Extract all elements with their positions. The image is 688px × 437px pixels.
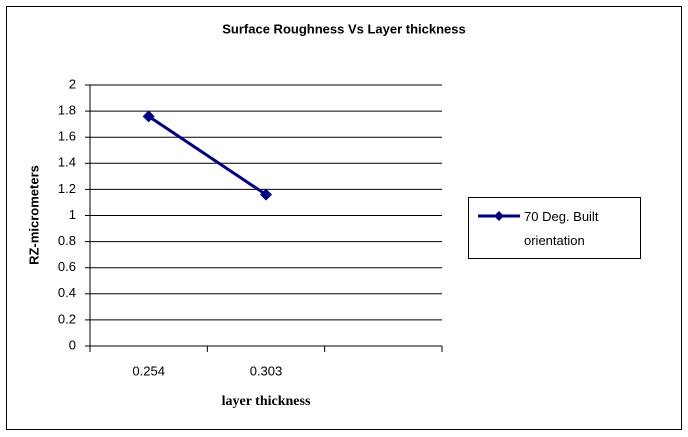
point — [142, 110, 155, 123]
y-tick-label: 1.8 — [58, 103, 76, 118]
legend-label: 70 Deg. Built orientation — [524, 209, 599, 248]
x-tick-label: 0.303 — [250, 363, 283, 378]
series-line — [147, 115, 267, 196]
point — [260, 188, 272, 201]
y-tick-label: 1.4 — [58, 155, 76, 170]
y-axis-title: RZ-micrometers — [26, 165, 41, 265]
chart-title: Surface Roughness Vs Layer thickness — [222, 21, 465, 36]
y-tick-label: 0.8 — [58, 233, 76, 248]
y-tick-label: 0.2 — [58, 311, 76, 326]
x-tick-label: 0.254 — [132, 363, 165, 378]
y-tick-label: 0 — [69, 337, 76, 352]
y-tick-label: 1.2 — [58, 181, 76, 196]
x-axis-title: layer thickness — [222, 394, 311, 409]
y-tick-label: 0.6 — [58, 259, 76, 274]
legend-box — [468, 197, 641, 259]
y-tick-label: 1.6 — [58, 129, 76, 144]
y-tick-label: 2 — [69, 76, 76, 91]
y-tick-label: 1 — [69, 207, 76, 222]
legend-marker — [494, 211, 504, 221]
y-tick-label: 0.4 — [58, 285, 76, 300]
